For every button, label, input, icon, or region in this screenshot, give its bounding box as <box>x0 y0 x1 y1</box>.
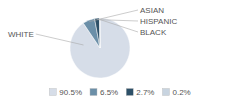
pie <box>70 18 130 78</box>
chart-container: WHITE ASIAN HISPANIC BLACK 90.5% 6.5% 2.7% 0.2% <box>0 0 240 100</box>
category-label: WHITE <box>8 30 34 39</box>
legend-swatch <box>49 89 56 96</box>
pie-slice <box>83 18 100 48</box>
leader-line <box>89 10 138 22</box>
category-label: ASIAN <box>140 6 164 15</box>
legend-label: 2.7% <box>136 88 154 97</box>
legend-swatch <box>126 89 133 96</box>
pie-slice <box>95 18 100 48</box>
chart-svg: WHITE ASIAN HISPANIC BLACK 90.5% 6.5% 2.7% 0.2% <box>0 0 240 100</box>
category-label: BLACK <box>140 28 167 37</box>
legend-swatch <box>162 89 169 96</box>
category-labels: WHITE ASIAN HISPANIC BLACK <box>8 6 177 45</box>
legend-swatch <box>90 89 97 96</box>
pie-slice <box>70 18 130 78</box>
legend-item: 90.5% <box>49 88 82 97</box>
legend-label: 0.2% <box>172 88 190 97</box>
category-label: HISPANIC <box>140 17 177 26</box>
legend-item: 2.7% <box>126 88 154 97</box>
leader-line <box>36 34 84 45</box>
legend: 90.5% 6.5% 2.7% 0.2% <box>49 88 190 97</box>
legend-label: 90.5% <box>59 88 82 97</box>
pie-slice <box>99 18 100 48</box>
leader-line <box>100 20 138 32</box>
legend-item: 0.2% <box>162 88 190 97</box>
legend-item: 6.5% <box>90 88 118 97</box>
legend-label: 6.5% <box>100 88 118 97</box>
